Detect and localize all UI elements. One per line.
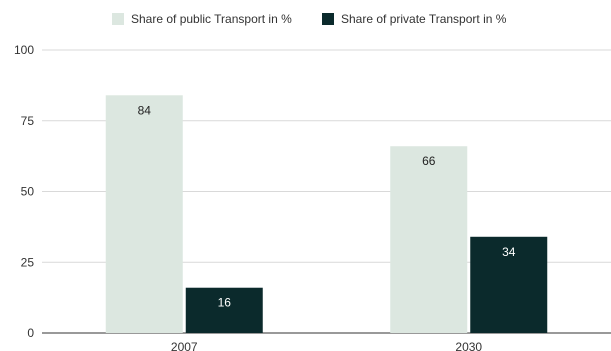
bars: 84 16 66 34 [105,95,548,333]
x-tick-label: 2030 [455,340,482,351]
legend-label-public: Share of public Transport in % [131,12,292,26]
y-axis-tick-labels: 0 25 50 75 100 [14,43,34,340]
x-tick-label: 2007 [171,340,198,351]
legend-swatch-private [322,13,334,25]
data-label: 84 [138,103,152,117]
y-tick-label: 25 [21,255,35,269]
legend: Share of public Transport in % Share of … [112,12,507,26]
bar [105,95,183,333]
data-label: 34 [502,245,516,259]
bar [470,236,548,333]
y-tick-label: 50 [21,185,35,199]
y-tick-label: 75 [21,114,35,128]
legend-label-private: Share of private Transport in % [341,12,507,26]
data-label: 66 [422,154,436,168]
bar [390,146,468,333]
legend-swatch-public [112,13,124,25]
y-tick-label: 100 [14,43,34,57]
x-axis-tick-labels: 2007 2030 [171,340,483,351]
y-tick-label: 0 [27,326,34,340]
data-label: 16 [218,296,232,310]
bar [185,287,263,333]
